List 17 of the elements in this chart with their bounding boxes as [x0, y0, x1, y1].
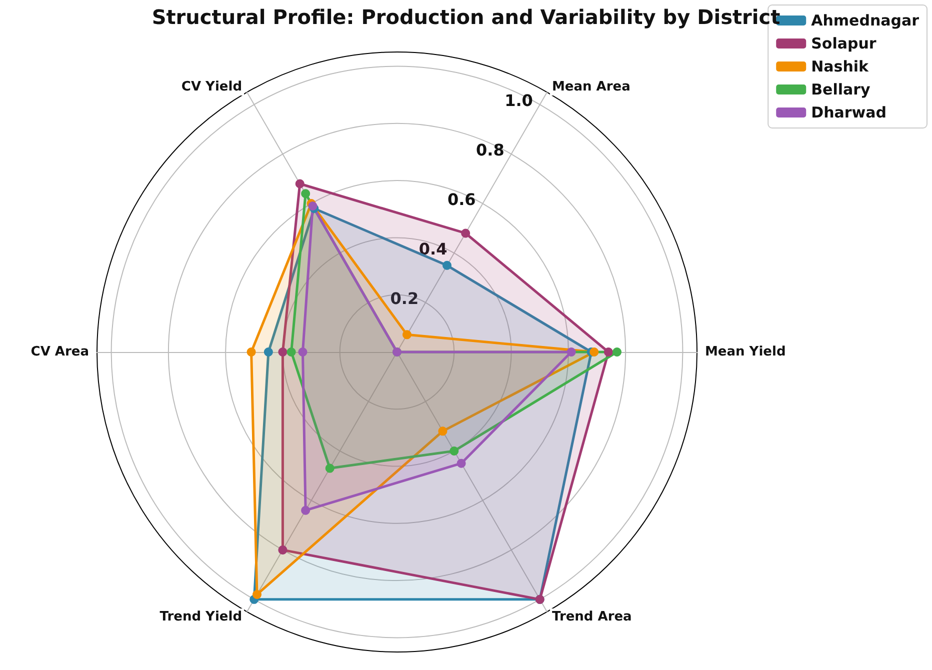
spoke-label: Mean Area — [552, 79, 630, 94]
chart-title: Structural Profile: Production and Variability by District — [152, 5, 781, 29]
spoke-label: Trend Yield — [160, 610, 242, 625]
y-tick-label: 0.2 — [390, 289, 419, 308]
legend-label: Dharwad — [811, 104, 886, 122]
spoke-label: Trend Area — [552, 610, 632, 625]
legend-label: Nashik — [811, 58, 870, 76]
spoke-label: Mean Yield — [705, 344, 786, 360]
legend-label: Ahmednagar — [811, 12, 920, 30]
y-tick-label: 0.6 — [447, 190, 476, 210]
spoke-label: CV Area — [30, 344, 89, 360]
y-tick-label: 0.8 — [476, 140, 504, 160]
legend-label: Bellary — [811, 80, 871, 98]
y-tick-label: 1.0 — [504, 91, 533, 110]
legend-label: Solapur — [811, 34, 877, 52]
spoke-label: CV Yield — [181, 79, 242, 94]
y-tick-label: 0.4 — [418, 240, 448, 259]
